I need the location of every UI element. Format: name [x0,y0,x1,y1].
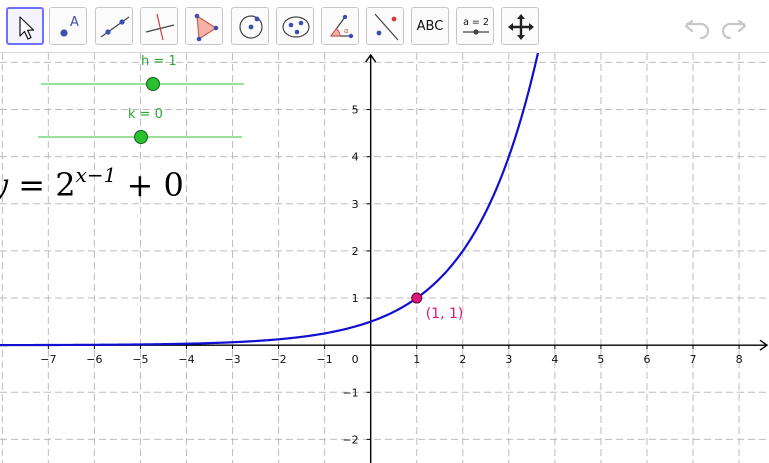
x-tick-label: 6 [643,353,650,366]
move-tool-button[interactable] [6,7,44,45]
equation-exponent: x−1 [75,163,117,187]
undo-icon [684,19,710,40]
x-tick-label: 5 [597,353,604,366]
y-tick-label: −1 [342,386,358,399]
x-tick-label: −2 [270,353,286,366]
x-tick-label: 8 [736,353,743,366]
equation-base: 2 [55,166,76,204]
y-tick-label: 1 [352,292,359,305]
x-tick-label: −1 [317,353,333,366]
redo-icon [721,19,747,40]
slider-k-label: k = 0 [128,107,163,122]
equation-lhs: y [0,166,8,204]
text-tool-label: ABC [416,18,444,34]
y-tick-label: −2 [342,433,358,446]
slider-h-label: h = 1 [141,54,177,69]
arrow-cursor-icon [19,16,35,40]
slider-h-track[interactable] [41,83,244,85]
reflect-about-line-icon [374,13,399,41]
y-tick-label: 5 [352,104,359,117]
perpendicular-line-tool-button[interactable] [140,7,178,45]
toolbar: A [0,0,769,53]
x-tick-label: −7 [40,353,56,366]
slider-icon: a = 2 [463,17,489,35]
equation-equals: = [18,166,46,204]
y-tick-label: 4 [352,151,359,164]
point-tool-label: A [70,15,79,30]
function-equation: y = 2x−1 + 0 [0,165,184,201]
angle-tool-button[interactable]: α [321,7,359,45]
conic-icon [282,16,310,38]
slider-tool-label: a = 2 [463,17,489,28]
svg-text:α: α [344,27,349,35]
x-tick-label: −4 [178,353,194,366]
y-axis-arrow-icon [365,53,377,63]
reflect-tool-button[interactable] [366,7,404,45]
y-tick-label: 2 [352,245,359,258]
point-label: (1, 1) [426,306,464,322]
line-icon [100,16,130,38]
x-tick-label: 3 [505,353,512,366]
x-tick-label: −3 [224,353,240,366]
x-tick-label: 2 [459,353,466,366]
y-tick-label: 3 [352,198,359,211]
move-arrows-icon [508,14,534,40]
x-tick-label: 1 [413,353,420,366]
graphics-view[interactable]: −7 −6 −5 −4 −3 −2 −1 1 2 3 4 5 6 7 8 −2 −1 1 2 3 4 5 0 (1, 1) … [0,53,769,463]
conic-tool-button[interactable] [276,7,314,45]
point-tool-button[interactable]: A [49,7,87,45]
move-graphics-view-tool-button[interactable] [501,7,539,45]
x-tick-label: −6 [86,353,102,366]
perpendicular-line-icon [145,13,175,41]
point-1-1[interactable] [411,292,423,304]
x-tick-label: 4 [551,353,558,366]
function-curve[interactable] [0,53,543,347]
circle-tool-button[interactable] [231,7,269,45]
undo-button[interactable] [683,14,713,40]
slider-k-knob[interactable] [134,130,148,144]
coordinate-plane[interactable]: −7 −6 −5 −4 −3 −2 −1 1 2 3 4 5 6 7 8 −2 −1 1 2 3 4 5 0 (1, 1) [0,53,769,463]
redo-button[interactable] [718,14,748,40]
x-tick-label: −5 [132,353,148,366]
polygon-icon [194,13,219,42]
circle-center-point-icon [239,15,263,39]
equation-rest: + 0 [126,166,184,204]
x-axis-arrow-icon [759,339,769,351]
point-icon: A [60,15,79,37]
slider-h-knob[interactable] [146,77,160,91]
angle-icon: α [330,14,354,39]
x-tick-label: 7 [690,353,697,366]
axes [0,53,769,463]
text-tool-button[interactable]: ABC [411,7,449,45]
polygon-tool-button[interactable] [185,7,223,45]
slider-tool-button[interactable]: a = 2 [456,7,494,45]
tick-labels: −7 −6 −5 −4 −3 −2 −1 1 2 3 4 5 6 7 8 −2 −1 1 2 3 4 5 0 [40,104,742,447]
line-tool-button[interactable] [95,7,133,45]
grid [0,53,769,463]
origin-label: 0 [352,353,359,366]
